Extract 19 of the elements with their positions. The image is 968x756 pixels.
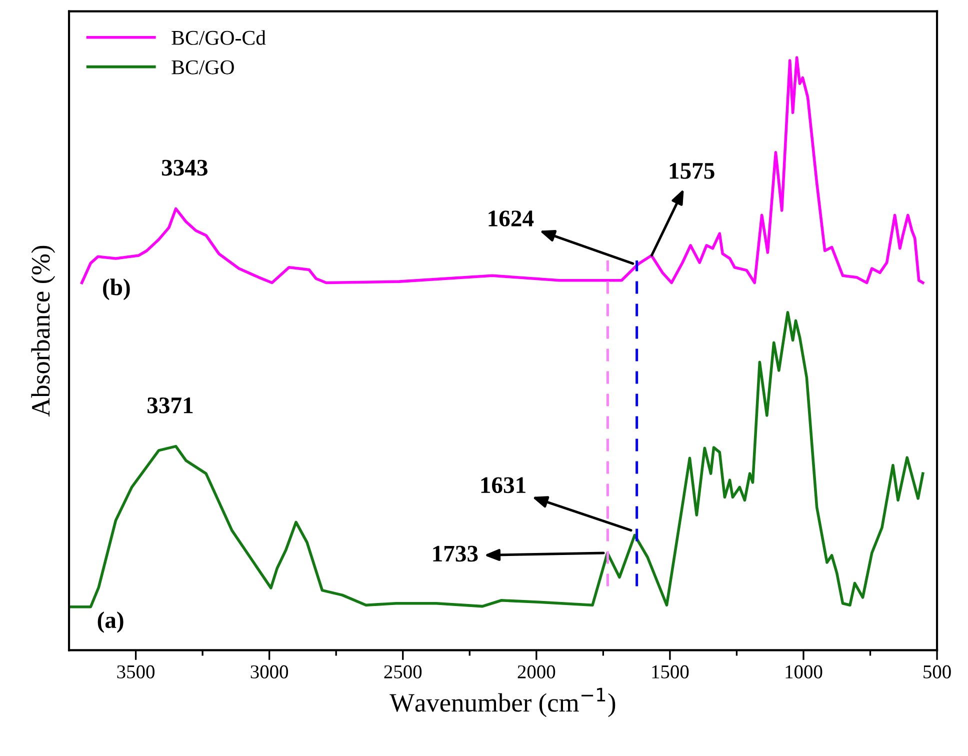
x-tick-label: 500 bbox=[924, 665, 951, 678]
annotation: (b) bbox=[103, 278, 130, 300]
annotation: 1624 bbox=[488, 210, 534, 226]
annotation: 3343 bbox=[162, 160, 208, 176]
x-tick-label: 1500 bbox=[652, 665, 689, 678]
x-tick-label: 3000 bbox=[250, 665, 288, 678]
annotation: 1631 bbox=[481, 477, 526, 494]
x-tick-label: 2000 bbox=[518, 665, 556, 678]
x-tick-label: 1000 bbox=[786, 665, 822, 678]
annotation: (a) bbox=[98, 612, 124, 633]
annotation: 1733 bbox=[433, 546, 478, 562]
y-axis-title: Absorbance (%) bbox=[31, 246, 56, 417]
annotation: 1575 bbox=[670, 163, 714, 179]
x-tick-label: 3500 bbox=[117, 665, 154, 678]
legend-label: BC/GO-Cd bbox=[172, 30, 266, 45]
x-tick-label: 2500 bbox=[384, 665, 422, 678]
x-axis-title: Wavenumber (cm$^{−1}$) bbox=[390, 688, 616, 718]
legend-label: BC/GO bbox=[172, 60, 234, 74]
annotation: 3371 bbox=[148, 397, 193, 414]
